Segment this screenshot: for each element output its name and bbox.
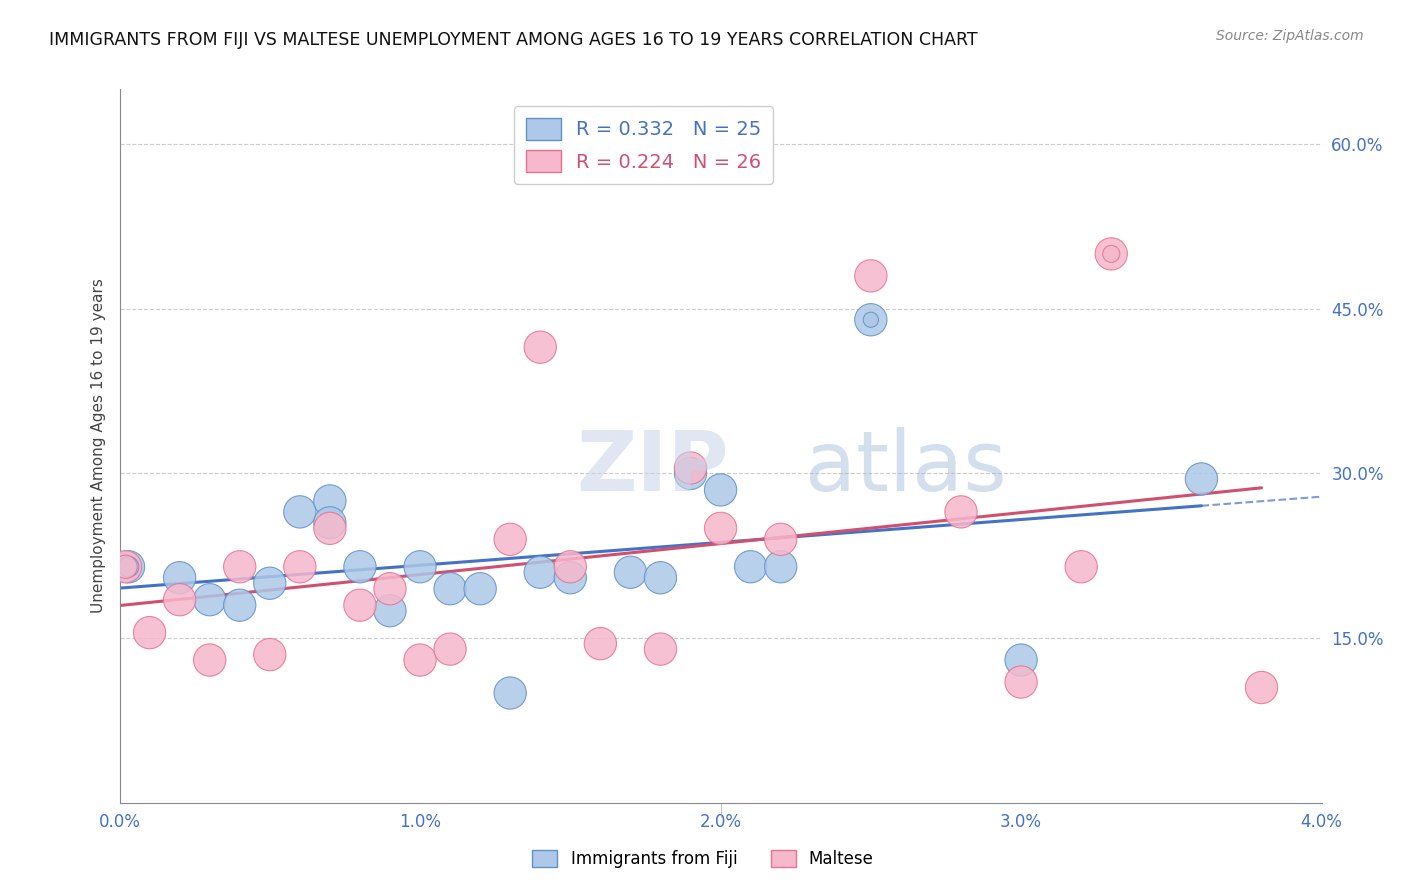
Point (138, 625, 160, 640)
Point (1010, 653, 1032, 667)
Point (319, 521, 342, 535)
Point (409, 653, 432, 667)
Point (439, 642, 461, 657)
Point (560, 559, 582, 574)
Point (709, 483, 731, 497)
Point (319, 516, 342, 530)
Text: Source: ZipAtlas.com: Source: ZipAtlas.com (1216, 29, 1364, 44)
Point (859, 312, 882, 326)
Point (259, 648, 281, 662)
Point (169, 571, 191, 585)
Point (619, 566, 641, 580)
Point (117, 559, 139, 574)
Point (1099, 247, 1122, 261)
Point (769, 559, 792, 574)
Point (740, 559, 762, 574)
Point (259, 576, 281, 591)
Point (499, 686, 522, 700)
Point (709, 521, 731, 535)
Point (378, 582, 401, 596)
Point (198, 653, 221, 667)
Point (349, 598, 371, 612)
Point (378, 604, 401, 618)
Point (349, 559, 371, 574)
Point (228, 559, 252, 574)
Text: atlas: atlas (804, 427, 1007, 508)
Point (1070, 559, 1092, 574)
Point (529, 566, 551, 580)
Point (529, 340, 551, 354)
Legend: R = 0.332   N = 25, R = 0.224   N = 26: R = 0.332 N = 25, R = 0.224 N = 26 (515, 106, 773, 184)
Point (589, 637, 612, 651)
Point (1250, 681, 1272, 695)
Point (288, 505, 311, 519)
Text: IMMIGRANTS FROM FIJI VS MALTESE UNEMPLOYMENT AMONG AGES 16 TO 19 YEARS CORRELATI: IMMIGRANTS FROM FIJI VS MALTESE UNEMPLOY… (49, 31, 977, 49)
Point (679, 467, 702, 481)
Point (169, 592, 191, 607)
Point (1010, 675, 1032, 690)
Point (769, 533, 792, 547)
Point (228, 598, 252, 612)
Point (114, 559, 136, 574)
Point (468, 582, 492, 596)
Point (949, 505, 972, 519)
Y-axis label: Unemployment Among Ages 16 to 19 years: Unemployment Among Ages 16 to 19 years (90, 278, 105, 614)
Point (439, 582, 461, 596)
Point (650, 642, 672, 657)
Point (114, 559, 136, 574)
Point (650, 571, 672, 585)
Point (198, 592, 221, 607)
Point (319, 494, 342, 508)
Point (117, 559, 139, 574)
Point (679, 461, 702, 475)
Legend: Immigrants from Fiji, Maltese: Immigrants from Fiji, Maltese (526, 843, 880, 875)
Text: ZIP: ZIP (576, 427, 728, 508)
Point (859, 268, 882, 283)
Point (288, 559, 311, 574)
Point (499, 533, 522, 547)
Point (1099, 247, 1122, 261)
Point (1189, 472, 1212, 486)
Point (859, 312, 882, 326)
Point (560, 571, 582, 585)
Point (409, 559, 432, 574)
